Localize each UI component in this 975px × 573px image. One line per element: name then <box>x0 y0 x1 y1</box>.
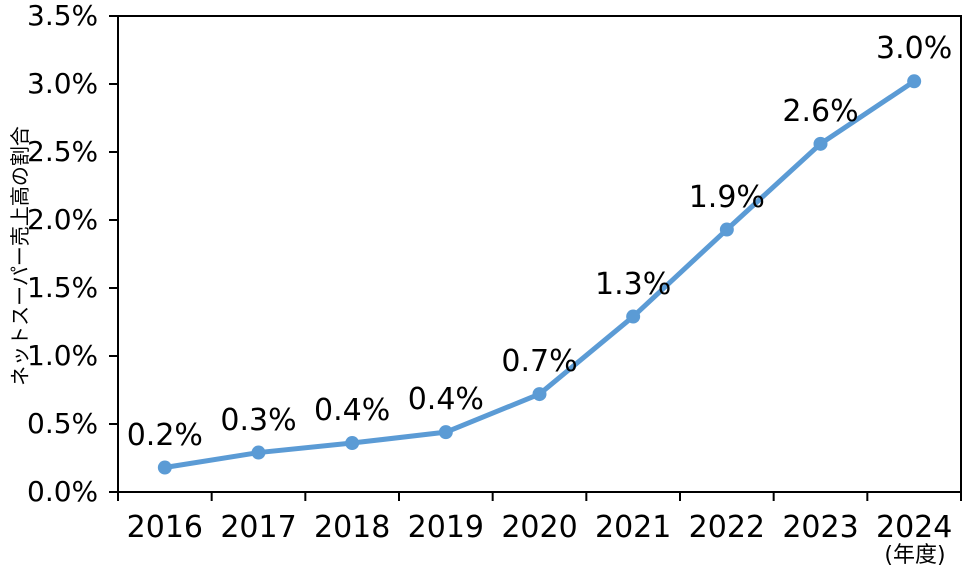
data-point <box>345 436 360 451</box>
data-point <box>251 445 266 460</box>
x-tick-label: 2022 <box>688 510 766 545</box>
data-point-label: 0.4% <box>407 382 484 418</box>
y-tick-label: 2.5% <box>27 135 99 168</box>
data-point-label: 1.9% <box>688 179 765 215</box>
x-tick-label: 2024 <box>875 510 953 545</box>
data-point-label: 1.3% <box>595 266 672 302</box>
data-point-label: 3.0% <box>876 31 953 67</box>
y-tick-label: 3.0% <box>27 67 99 100</box>
data-point <box>719 222 734 237</box>
y-tick-label: 0.5% <box>27 407 99 440</box>
y-tick-label: 3.5% <box>27 0 99 32</box>
data-point <box>626 309 641 324</box>
data-point <box>907 74 922 89</box>
x-tick-label: 2018 <box>313 510 391 545</box>
y-tick-label: 0.0% <box>27 475 99 508</box>
plot-border <box>117 15 962 493</box>
data-point-label: 0.7% <box>501 344 578 380</box>
data-point-label: 0.2% <box>126 417 203 453</box>
x-tick-label: 2023 <box>782 510 859 545</box>
x-tick-label: 2020 <box>501 510 578 545</box>
data-point <box>532 387 547 402</box>
data-point-label: 2.6% <box>782 93 859 129</box>
y-tick-label: 1.5% <box>27 271 99 304</box>
x-axis-unit-label: (年度) <box>884 543 946 568</box>
x-tick-label: 2019 <box>407 510 485 545</box>
data-point-label: 0.4% <box>314 393 391 429</box>
data-point <box>438 425 453 440</box>
data-point <box>157 460 172 475</box>
y-tick-label: 2.0% <box>27 203 99 236</box>
x-tick-label: 2016 <box>126 510 204 545</box>
data-point <box>813 136 828 151</box>
x-tick-label: 2017 <box>220 510 297 545</box>
x-tick-label: 2021 <box>594 510 672 545</box>
data-point-label: 0.3% <box>220 402 297 438</box>
y-tick-label: 1.0% <box>27 339 99 372</box>
